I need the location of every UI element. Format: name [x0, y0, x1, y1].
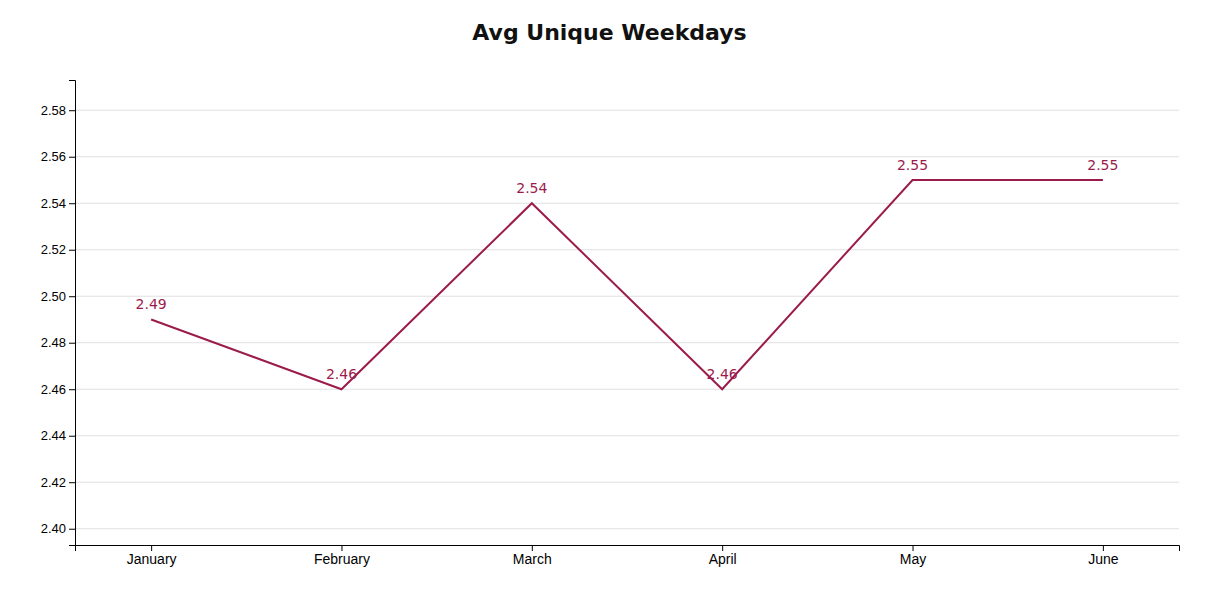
x-axis: January February March April May June [76, 545, 1180, 567]
line [151, 180, 1103, 389]
grid-line [75, 156, 1179, 157]
y-axis-line [69, 81, 76, 546]
y-tick: 2.56 [41, 149, 75, 164]
y-tick-label: 2.56 [41, 149, 66, 164]
x-tick: March [513, 545, 552, 567]
y-tick: 2.46 [41, 382, 75, 397]
y-tick: 2.50 [41, 289, 75, 304]
y-tick-mark [69, 482, 75, 483]
y-tick-label: 2.44 [41, 428, 66, 443]
y-tick-mark [69, 250, 75, 251]
y-tick-label: 2.48 [41, 335, 66, 350]
data-label: 2.49 [136, 296, 167, 312]
y-tick-mark [69, 529, 75, 530]
grid-line [75, 203, 1179, 204]
data-labels: 2.49 2.46 2.54 2.46 2.55 2.55 [136, 157, 1119, 382]
y-tick: 2.52 [41, 242, 75, 257]
y-tick-mark [69, 110, 75, 111]
y-axis: 2.40 2.42 2.44 2.46 2.48 2.50 2.52 2.54 2.56 2.58 [41, 81, 76, 546]
y-tick-label: 2.40 [41, 521, 66, 536]
y-tick-mark [69, 436, 75, 437]
x-tick: April [709, 545, 737, 567]
data-label: 2.55 [1087, 157, 1118, 173]
grid-line [75, 482, 1179, 483]
x-tick: February [314, 545, 370, 567]
y-tick: 2.48 [41, 335, 75, 350]
x-tick-label: May [900, 551, 926, 567]
y-tick: 2.54 [41, 196, 75, 211]
y-tick: 2.40 [41, 521, 75, 536]
y-tick-label: 2.42 [41, 475, 66, 490]
x-axis-line [76, 546, 1180, 552]
y-tick: 2.42 [41, 475, 75, 490]
x-tick: January [127, 545, 177, 567]
grid-line [75, 389, 1179, 390]
y-tick-label: 2.54 [41, 196, 66, 211]
data-label: 2.46 [326, 366, 357, 382]
x-tick-label: January [127, 551, 177, 567]
y-tick-label: 2.50 [41, 289, 66, 304]
y-tick: 2.44 [41, 428, 75, 443]
chart: 2.40 2.42 2.44 2.46 2.48 2.50 2.52 2.54 2.56 2.58… [0, 0, 1219, 600]
y-tick-label: 2.46 [41, 382, 66, 397]
x-tick: May [900, 545, 926, 567]
y-tick-label: 2.52 [41, 242, 66, 257]
data-label: 2.54 [516, 180, 547, 196]
grid-line [75, 110, 1179, 111]
grid-line [75, 435, 1179, 436]
marks [151, 180, 1103, 389]
data-label: 2.55 [897, 157, 928, 173]
x-tick-label: April [709, 551, 737, 567]
x-tick-label: June [1088, 551, 1119, 567]
plot-area: 2.40 2.42 2.44 2.46 2.48 2.50 2.52 2.54 2.56 2.58… [41, 81, 1180, 567]
y-tick-mark [69, 296, 75, 297]
y-tick-mark [69, 203, 75, 204]
y-tick-mark [69, 389, 75, 390]
x-tick-label: February [314, 551, 370, 567]
grid-line [75, 249, 1179, 250]
y-tick-label: 2.58 [41, 103, 66, 118]
x-tick-label: March [513, 551, 552, 567]
x-tick: June [1088, 545, 1119, 567]
y-tick-mark [69, 343, 75, 344]
grid [75, 110, 1179, 528]
title: Avg Unique Weekdays [472, 20, 746, 45]
grid-line [75, 342, 1179, 343]
grid-line [75, 528, 1179, 529]
data-label: 2.46 [707, 366, 738, 382]
y-tick: 2.58 [41, 103, 75, 118]
y-tick-mark [69, 157, 75, 158]
